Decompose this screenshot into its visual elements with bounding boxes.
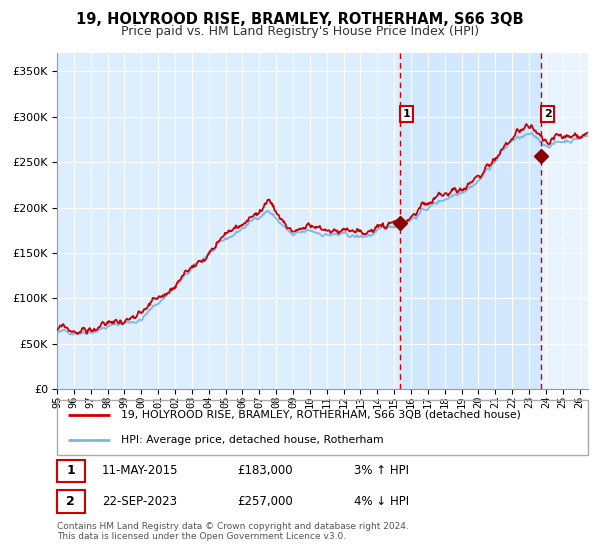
Text: 1: 1 [403, 109, 410, 119]
Text: 11-MAY-2015: 11-MAY-2015 [102, 464, 179, 478]
Text: £183,000: £183,000 [238, 464, 293, 478]
Text: Price paid vs. HM Land Registry's House Price Index (HPI): Price paid vs. HM Land Registry's House … [121, 25, 479, 38]
Text: Contains HM Land Registry data © Crown copyright and database right 2024.: Contains HM Land Registry data © Crown c… [57, 522, 409, 531]
Text: 4% ↓ HPI: 4% ↓ HPI [355, 495, 409, 508]
Text: 2: 2 [67, 495, 75, 508]
Text: 22-SEP-2023: 22-SEP-2023 [102, 495, 177, 508]
Text: 2: 2 [544, 109, 551, 119]
Bar [400, 53, 541, 389]
Text: This data is licensed under the Open Government Licence v3.0.: This data is licensed under the Open Gov… [57, 532, 346, 541]
Text: HPI: Average price, detached house, Rotherham: HPI: Average price, detached house, Roth… [121, 435, 383, 445]
Text: £257,000: £257,000 [238, 495, 293, 508]
Bar [541, 53, 588, 389]
Text: 19, HOLYROOD RISE, BRAMLEY, ROTHERHAM, S66 3QB: 19, HOLYROOD RISE, BRAMLEY, ROTHERHAM, S… [76, 12, 524, 27]
Text: 1: 1 [67, 464, 75, 478]
Text: 19, HOLYROOD RISE, BRAMLEY, ROTHERHAM, S66 3QB (detached house): 19, HOLYROOD RISE, BRAMLEY, ROTHERHAM, S… [121, 410, 521, 419]
Bar [57, 460, 85, 482]
Text: 3% ↑ HPI: 3% ↑ HPI [355, 464, 409, 478]
Bar [57, 491, 85, 513]
